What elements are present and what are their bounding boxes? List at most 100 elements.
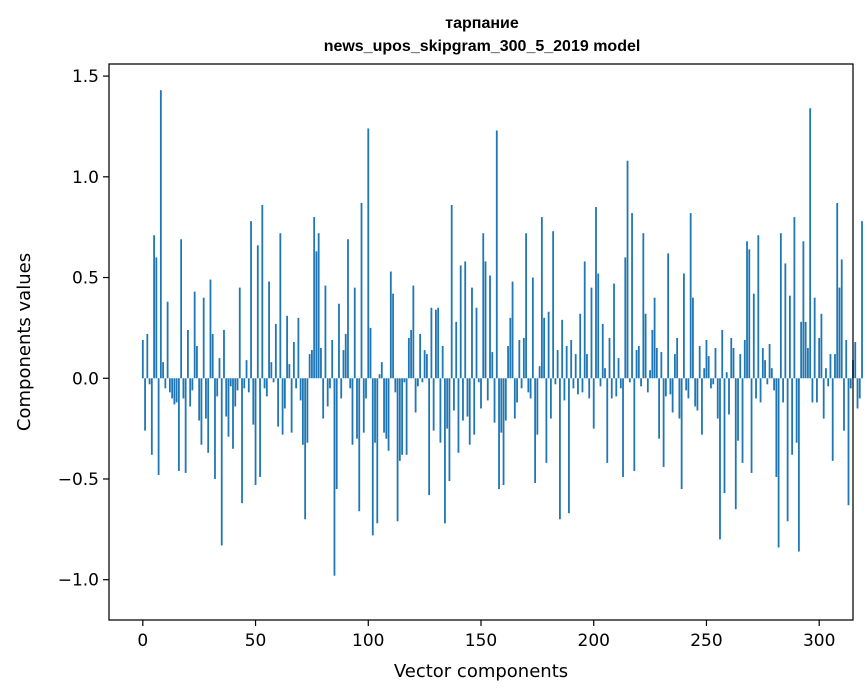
x-tick-label: 200 — [578, 631, 610, 651]
bar — [770, 368, 773, 379]
bar — [529, 378, 532, 399]
bar — [464, 261, 467, 379]
bar — [784, 263, 787, 379]
bar — [739, 354, 742, 379]
bar — [827, 378, 830, 387]
bar — [281, 378, 284, 435]
bar — [610, 378, 613, 399]
bar — [444, 378, 446, 524]
bar — [462, 378, 464, 421]
bar — [498, 378, 500, 490]
bar — [737, 378, 739, 441]
bar — [633, 378, 636, 471]
bar — [692, 297, 694, 379]
bar — [822, 378, 825, 419]
bar — [522, 337, 525, 379]
bar — [504, 378, 507, 421]
bar — [685, 378, 688, 391]
bar — [845, 339, 848, 379]
bar — [223, 329, 225, 379]
bar — [326, 378, 329, 407]
bar — [410, 329, 413, 379]
bar — [263, 378, 266, 389]
bar — [757, 235, 760, 379]
bar — [793, 217, 796, 379]
bar — [755, 378, 757, 399]
bar — [507, 346, 509, 379]
bar — [759, 378, 762, 403]
bar — [599, 378, 602, 387]
bar — [335, 378, 338, 490]
bar — [202, 297, 205, 379]
bar — [193, 291, 196, 379]
bar — [283, 378, 286, 409]
bar — [198, 378, 201, 421]
bar — [673, 354, 676, 379]
y-tick-label: −0.5 — [58, 470, 99, 490]
bar — [552, 231, 555, 379]
bar — [531, 277, 534, 379]
bar — [166, 301, 169, 379]
bar — [214, 378, 216, 479]
bar — [653, 297, 656, 379]
bar — [820, 313, 823, 379]
bar — [732, 348, 735, 379]
bar — [651, 329, 654, 379]
bar — [791, 378, 794, 455]
bar — [683, 273, 685, 379]
bar — [565, 346, 568, 379]
bar — [723, 378, 726, 494]
bar — [439, 378, 442, 443]
bar — [261, 205, 264, 379]
bar — [299, 378, 302, 401]
bar — [680, 378, 683, 490]
bar — [554, 378, 557, 385]
bar — [265, 378, 268, 397]
bar — [574, 354, 577, 379]
bar — [662, 378, 665, 467]
x-tick-label: 250 — [690, 631, 722, 651]
bar — [788, 295, 791, 379]
bar — [367, 128, 370, 379]
bar — [389, 271, 392, 379]
bar — [453, 378, 455, 411]
bar — [268, 281, 270, 379]
bar — [570, 339, 573, 379]
bar — [561, 319, 564, 379]
bar — [324, 285, 327, 379]
bar — [750, 378, 753, 473]
bar — [311, 350, 313, 379]
bar — [301, 378, 304, 445]
bar — [687, 378, 690, 399]
bar — [604, 368, 606, 379]
bar — [861, 221, 863, 379]
bar — [446, 378, 449, 429]
bar — [153, 235, 155, 379]
bar — [211, 333, 214, 379]
bar — [286, 315, 289, 379]
bar — [595, 207, 597, 379]
bar — [320, 348, 322, 379]
bar — [360, 203, 363, 379]
bar — [577, 378, 579, 395]
bar — [250, 221, 252, 379]
bar — [786, 378, 789, 522]
bar — [457, 378, 460, 453]
bar — [768, 344, 771, 379]
bar — [795, 378, 798, 443]
bar — [489, 275, 491, 379]
bar — [637, 346, 640, 379]
bar — [545, 378, 548, 463]
bar — [613, 283, 615, 379]
bar — [667, 253, 670, 379]
bar — [376, 378, 379, 524]
bar — [725, 372, 728, 379]
bar — [646, 378, 649, 393]
bar — [162, 362, 165, 379]
bar — [854, 342, 857, 379]
bar — [856, 378, 859, 409]
bar — [701, 378, 703, 435]
bar — [655, 348, 658, 379]
bar — [232, 378, 234, 449]
bar — [405, 378, 408, 455]
